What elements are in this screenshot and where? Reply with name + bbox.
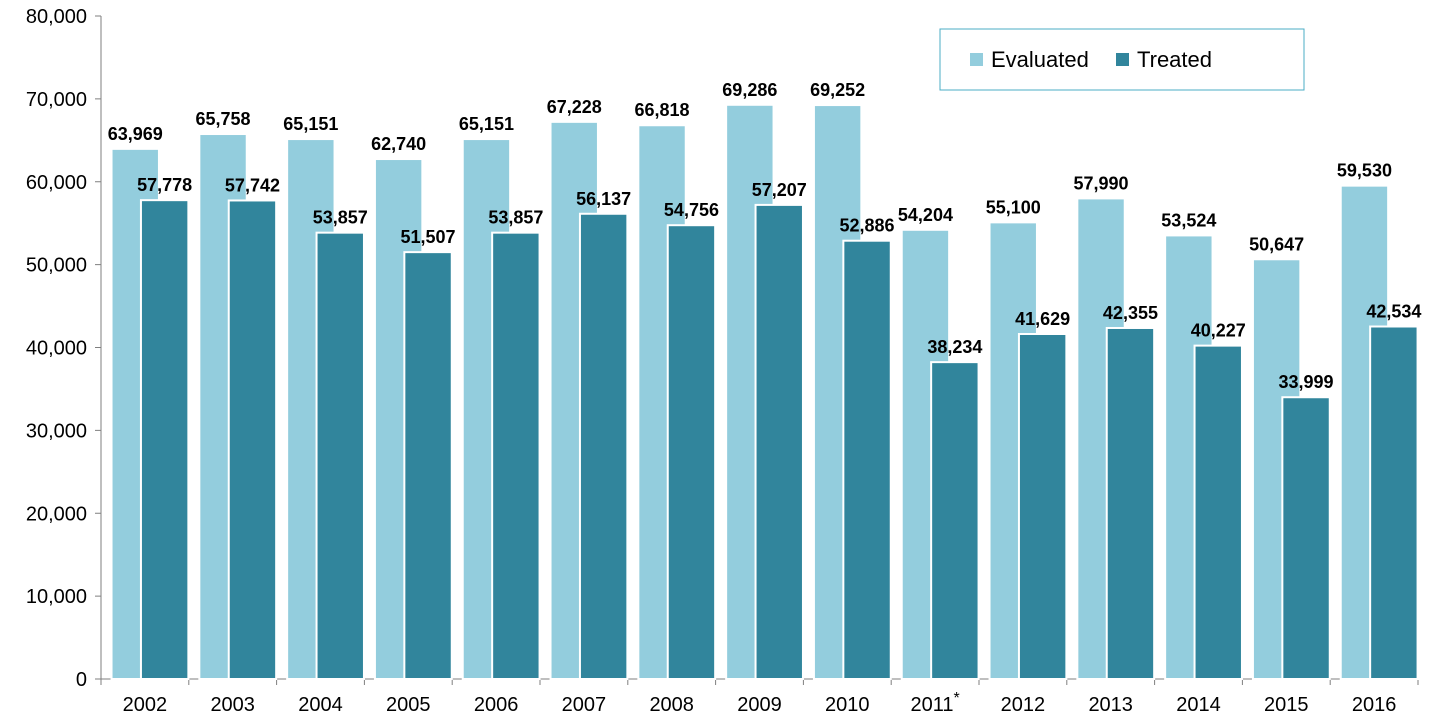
y-tick-label: 40,000	[26, 338, 87, 360]
legend: Evaluated Treated	[939, 28, 1305, 91]
data-label-evaluated-2010: 69,252	[810, 80, 865, 100]
bar-treated-2006	[491, 231, 541, 680]
y-tick-label: 70,000	[26, 89, 87, 111]
bar-treated-2011	[930, 361, 980, 680]
data-label-treated-2010: 52,886	[840, 216, 895, 236]
data-label-evaluated-2006: 65,151	[459, 114, 514, 134]
data-label-evaluated-2015: 50,647	[1249, 234, 1304, 254]
bar-treated-2008	[666, 224, 717, 680]
bar-treated-2015	[1281, 396, 1331, 680]
legend-label-treated: Treated	[1137, 47, 1212, 72]
bar-treated-2003	[227, 199, 278, 681]
x-tick-label: 2002	[123, 694, 168, 716]
x-tick-label: 2006	[474, 694, 519, 716]
y-tick-label: 10,000	[26, 586, 87, 608]
y-tick-label: 50,000	[26, 255, 87, 277]
data-label-evaluated-2014: 53,524	[1161, 210, 1216, 230]
x-tick-label: 2011*	[910, 690, 959, 716]
data-label-treated-2014: 40,227	[1191, 321, 1246, 341]
data-label-treated-2008: 54,756	[664, 200, 719, 220]
data-label-evaluated-2011: 54,204	[898, 205, 953, 225]
data-label-treated-2012: 41,629	[1015, 309, 1070, 329]
x-tick-label: 2008	[649, 694, 694, 716]
x-tick-label: 2007	[562, 694, 607, 716]
bar-treated-2016	[1369, 325, 1419, 680]
data-label-treated-2013: 42,355	[1103, 303, 1158, 323]
bar-treated-2009	[754, 203, 804, 681]
y-tick-label: 20,000	[26, 503, 87, 525]
data-label-treated-2009: 57,207	[752, 180, 807, 200]
data-label-evaluated-2013: 57,990	[1074, 173, 1129, 193]
bar-treated-2004	[315, 231, 365, 680]
x-tick-label: 2013	[1088, 694, 1133, 716]
x-tick-label: 2015	[1264, 694, 1309, 716]
x-tick-label: 2003	[210, 694, 255, 716]
data-label-evaluated-2007: 67,228	[547, 97, 602, 117]
data-label-treated-2003: 57,742	[225, 175, 280, 195]
y-axis: 0 10,000 20,000 30,000 40,000 50,000 60,000 70,…	[26, 6, 102, 691]
data-label-treated-2004: 53,857	[313, 208, 368, 228]
x-tick-footnote-mark: *	[953, 690, 959, 707]
x-tick-label: 2005	[386, 694, 431, 716]
data-label-treated-2007: 56,137	[576, 189, 631, 209]
x-tick-label: 2016	[1352, 694, 1397, 716]
legend-swatch-evaluated	[970, 53, 983, 66]
bar-treated-2012	[1017, 332, 1068, 680]
y-tick-label: 80,000	[26, 6, 87, 28]
data-label-evaluated-2004: 65,151	[283, 114, 338, 134]
bar-treated-2013	[1105, 326, 1156, 680]
data-label-treated-2006: 53,857	[488, 208, 543, 228]
data-label-treated-2011: 38,234	[927, 337, 982, 357]
y-tick-label: 30,000	[26, 420, 87, 442]
y-tick-label: 0	[76, 669, 87, 691]
bar-treated-2007	[578, 212, 629, 680]
x-tick-label: 2009	[737, 694, 782, 716]
data-label-treated-2002: 57,778	[137, 175, 192, 195]
x-axis: 2002 2003 2004 2005 2006 2007 2008 2009 2010 2011…	[100, 678, 1419, 716]
y-tick-label: 60,000	[26, 172, 87, 194]
data-labels: 63,969 65,758 65,151 62,740 65,151 67,228 66,8…	[108, 80, 1422, 392]
data-label-evaluated-2016: 59,530	[1337, 161, 1392, 181]
bar-treated-2014	[1193, 344, 1243, 680]
bar-treated-2002	[139, 199, 190, 680]
x-tick-label: 2014	[1176, 694, 1221, 716]
data-label-evaluated-2008: 66,818	[635, 100, 690, 120]
bar-treated-2005	[403, 251, 453, 680]
data-label-evaluated-2003: 65,758	[196, 109, 251, 129]
bar-treated-2010	[842, 239, 892, 680]
data-label-evaluated-2009: 69,286	[722, 80, 777, 100]
data-label-evaluated-2005: 62,740	[371, 134, 426, 154]
data-label-treated-2016: 42,534	[1366, 301, 1421, 321]
x-tick-label: 2004	[298, 694, 343, 716]
x-tick-label: 2010	[825, 694, 870, 716]
data-label-evaluated-2012: 55,100	[986, 197, 1041, 217]
x-tick-label: 2012	[1001, 694, 1046, 716]
data-label-treated-2015: 33,999	[1279, 372, 1334, 392]
bars	[110, 103, 1419, 681]
data-label-treated-2005: 51,507	[401, 227, 456, 247]
legend-swatch-treated	[1116, 53, 1129, 66]
legend-label-evaluated: Evaluated	[991, 47, 1089, 72]
data-label-evaluated-2002: 63,969	[108, 124, 163, 144]
